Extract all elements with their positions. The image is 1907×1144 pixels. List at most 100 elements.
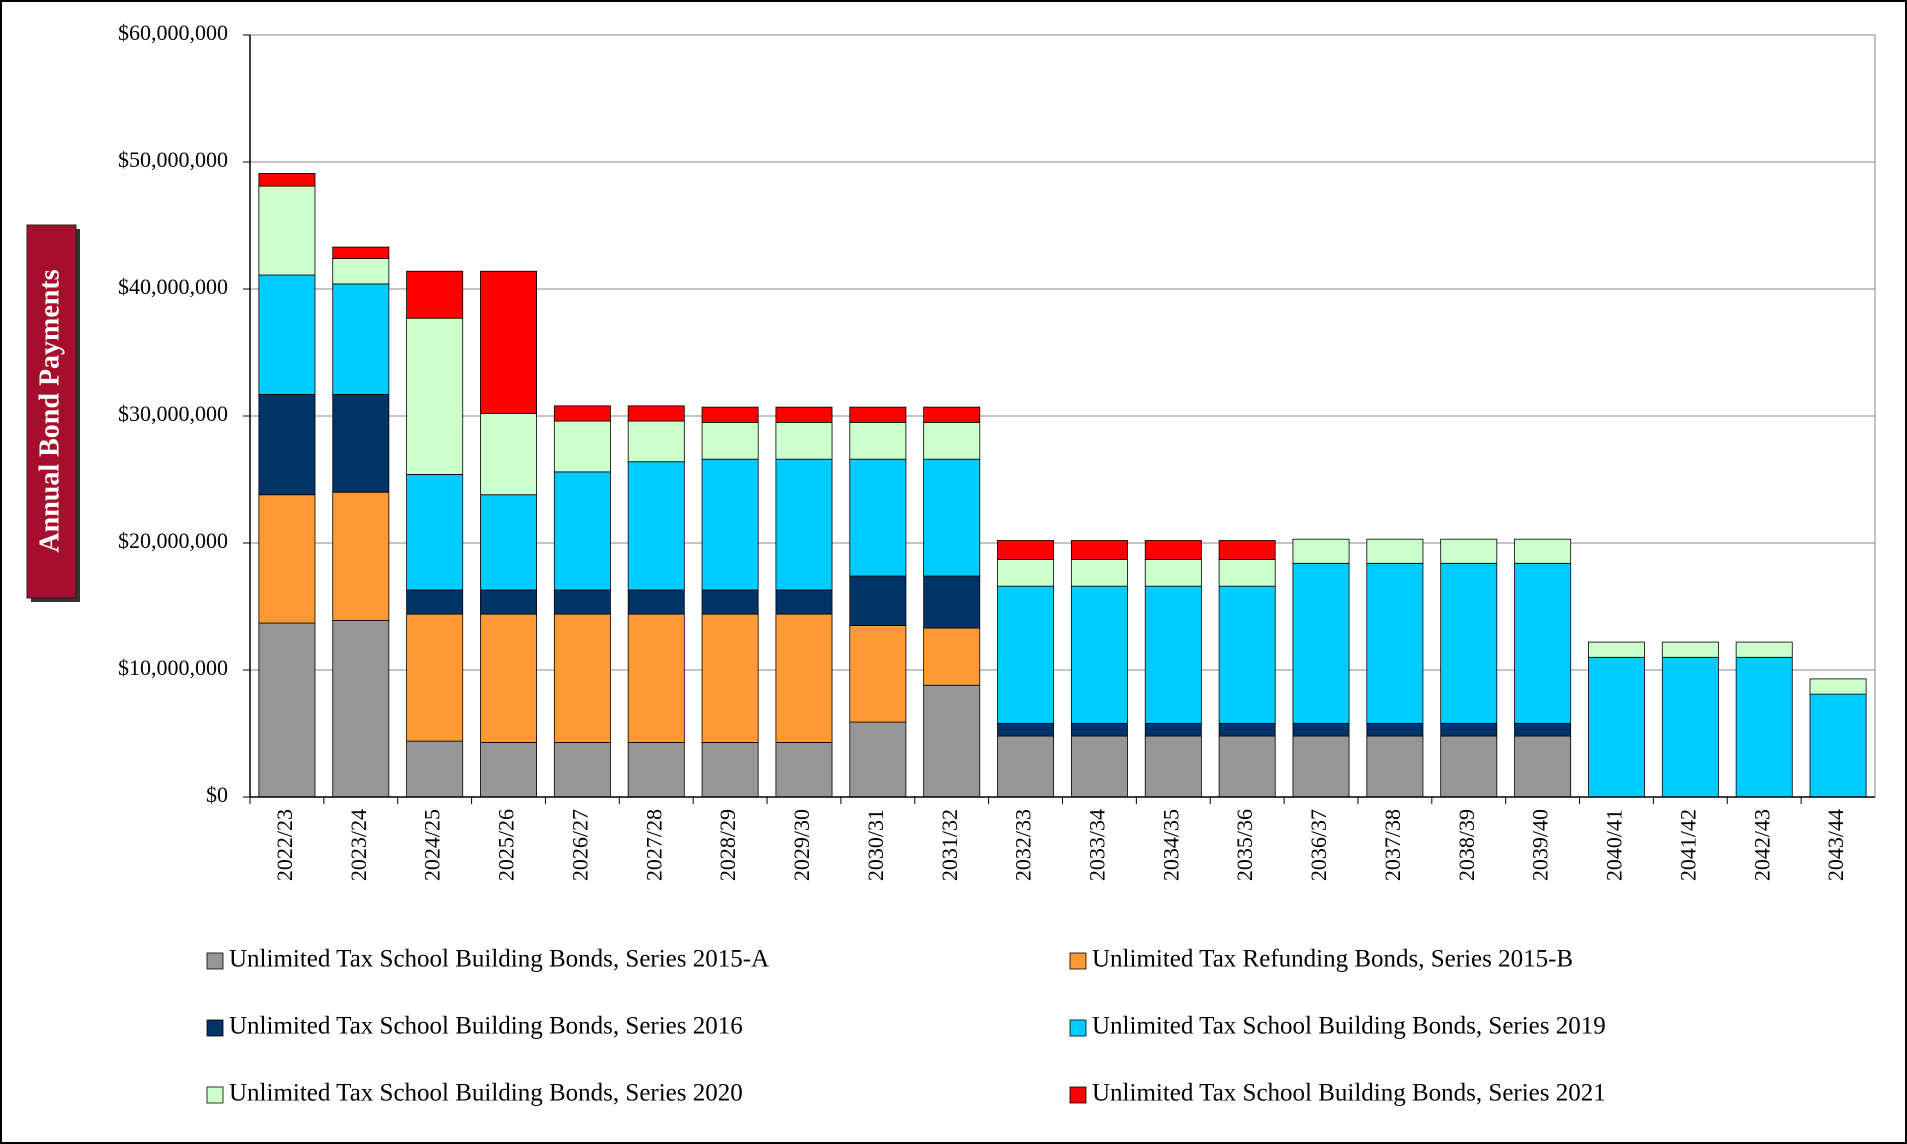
bar-segment xyxy=(701,421,759,460)
bar-segment xyxy=(1514,722,1572,737)
bar-segment xyxy=(1292,538,1350,564)
bar-segment xyxy=(553,420,611,473)
bar-segment xyxy=(553,589,611,615)
bar-segment xyxy=(1809,693,1867,798)
legend-label: Unlimited Tax School Building Bonds, Ser… xyxy=(1092,1080,1606,1107)
x-tick-label: 2039/40 xyxy=(1528,809,1553,881)
bar-segment xyxy=(1661,641,1719,658)
bar-segment xyxy=(1588,641,1645,658)
bar-segment xyxy=(406,613,464,742)
y-tick-label: $10,000,000 xyxy=(118,655,228,680)
bar-segment xyxy=(849,625,907,723)
legend-swatch xyxy=(206,1086,224,1104)
bar-segment xyxy=(258,173,316,187)
bar-segment xyxy=(1440,562,1498,724)
bar-segment xyxy=(553,741,611,798)
x-tick-label: 2035/36 xyxy=(1232,809,1257,881)
legend-label: Unlimited Tax School Building Bonds, Ser… xyxy=(229,1080,743,1107)
bar-segment xyxy=(775,421,833,460)
bar-segment xyxy=(1735,641,1793,658)
bar-segment xyxy=(258,494,316,624)
x-tick-label: 2032/33 xyxy=(1011,809,1036,881)
legend-label: Unlimited Tax School Building Bonds, Ser… xyxy=(229,1013,743,1040)
bar-segment xyxy=(627,420,685,463)
x-tick-label: 2037/38 xyxy=(1380,809,1405,881)
bar-segment xyxy=(1366,722,1424,737)
bar-segment xyxy=(997,559,1055,587)
x-tick-label: 2024/25 xyxy=(420,809,445,881)
bar-segment xyxy=(406,740,464,798)
bar-segment xyxy=(1440,735,1498,798)
bar-segment xyxy=(849,406,907,423)
bar-segment xyxy=(923,575,981,629)
bar-segment xyxy=(701,613,759,743)
bar-segment xyxy=(1144,585,1202,724)
bar-segment xyxy=(1144,722,1202,737)
x-tick-label: 2041/42 xyxy=(1675,809,1700,881)
legend-label: Unlimited Tax School Building Bonds, Ser… xyxy=(1092,1013,1606,1040)
bar-segment xyxy=(923,458,981,577)
bar-segment xyxy=(627,613,685,743)
bar-segment xyxy=(701,741,759,798)
bar-segment xyxy=(627,461,685,591)
bar-segment xyxy=(332,394,390,493)
bar-segment xyxy=(1218,722,1276,737)
bar-segment xyxy=(480,741,537,798)
bar-segment xyxy=(997,735,1055,798)
legend-swatch xyxy=(1069,1019,1087,1037)
bar-segment xyxy=(849,421,907,460)
bar-segment xyxy=(258,185,316,276)
y-tick-label: $40,000,000 xyxy=(118,274,228,299)
x-tick-label: 2022/23 xyxy=(272,809,297,881)
y-tick-label: $50,000,000 xyxy=(118,147,228,172)
y-tick-label: $30,000,000 xyxy=(118,401,228,426)
bar-segment xyxy=(1070,559,1128,587)
bar-segment xyxy=(480,589,537,615)
x-tick-label: 2040/41 xyxy=(1602,809,1627,881)
legend-swatch xyxy=(206,1019,224,1037)
bar-segment xyxy=(701,589,759,615)
axis-title-box xyxy=(26,224,77,599)
y-tick-label: $0 xyxy=(206,782,228,807)
bar-segment xyxy=(775,589,833,615)
bar-segment xyxy=(1514,562,1572,724)
x-tick-label: 2031/32 xyxy=(937,809,962,881)
bar-segment xyxy=(1366,735,1424,798)
bar-segment xyxy=(1292,562,1350,724)
bar-segment xyxy=(1070,540,1128,560)
bar-segment xyxy=(1144,540,1202,560)
bar-segment xyxy=(775,613,833,743)
bar-segment xyxy=(1440,722,1498,737)
x-tick-label: 2025/26 xyxy=(494,809,519,881)
x-tick-label: 2038/39 xyxy=(1454,809,1479,881)
bar-segment xyxy=(1735,656,1793,798)
bar-segment xyxy=(332,620,390,798)
bar-segment xyxy=(480,270,537,414)
bar-segment xyxy=(406,589,464,615)
bar-segment xyxy=(923,627,981,686)
bar-segment xyxy=(775,406,833,423)
bar-segment xyxy=(849,458,907,577)
bar-segment xyxy=(627,589,685,615)
bar-segment xyxy=(1218,540,1276,560)
x-tick-label: 2023/24 xyxy=(346,809,371,881)
bar-segment xyxy=(1292,735,1350,798)
bar-segment xyxy=(1144,559,1202,587)
bar-segment xyxy=(627,741,685,798)
y-tick-label: $20,000,000 xyxy=(118,528,228,553)
bar-segment xyxy=(849,721,907,798)
y-axis-title: Annual Bond Payments xyxy=(34,269,65,552)
x-tick-label: 2030/31 xyxy=(863,809,888,881)
bar-segment xyxy=(1366,562,1424,724)
bar-segment xyxy=(1440,538,1498,564)
x-tick-label: 2028/29 xyxy=(715,809,740,881)
bar-segment xyxy=(258,274,316,395)
bar-segment xyxy=(997,585,1055,724)
bar-segment xyxy=(1070,585,1128,724)
x-tick-label: 2033/34 xyxy=(1084,809,1109,881)
bar-segment xyxy=(553,405,611,422)
x-tick-label: 2042/43 xyxy=(1749,809,1774,881)
bar-segment xyxy=(1514,735,1572,798)
bar-segment xyxy=(701,406,759,423)
